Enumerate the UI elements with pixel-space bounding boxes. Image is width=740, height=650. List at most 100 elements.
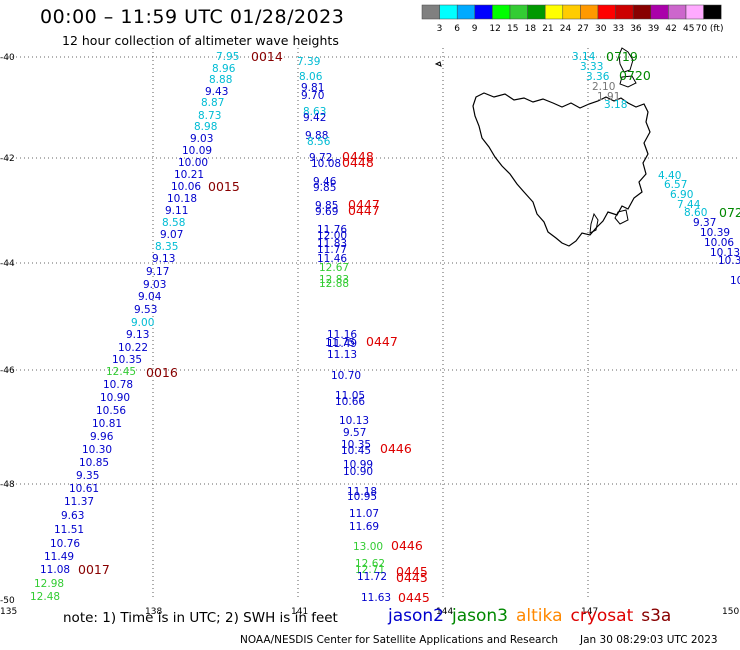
pass-time-label: 0447 (366, 334, 398, 349)
wave-height-value: 9.72 (309, 152, 332, 164)
wave-height-value: 9.85 (315, 200, 338, 212)
colorbar-label: 70 (ft) (696, 24, 724, 34)
legend-jason2: jason2 (388, 606, 444, 626)
wave-height-value: 10.76 (50, 538, 80, 550)
pass-time-label: 0014 (251, 49, 283, 64)
wave-height-value: 9.00 (131, 317, 154, 329)
colorbar-cell (632, 4, 652, 20)
wave-height-value: 11.76 (317, 224, 347, 236)
wave-height-value: 10.18 (167, 193, 197, 205)
wave-height-value: 11.75 (325, 337, 355, 349)
pass-time-label: 0445 (396, 564, 428, 579)
wave-height-value: 12.98 (34, 578, 64, 590)
wave-height-value: 10.35 (341, 439, 371, 451)
wave-height-value: 10.3 (718, 255, 740, 267)
wave-height-value: 9.63 (61, 510, 84, 522)
wave-height-value: 11.77 (317, 244, 347, 256)
wave-height-value: 11.05 (335, 390, 365, 402)
wave-height-value: 9.69 (315, 206, 338, 218)
colorbar-label: 3 (437, 24, 443, 34)
credit-organization: NOAA/NESDIS Center for Satellite Applica… (240, 634, 558, 646)
wave-height-value: 11.72 (357, 571, 387, 583)
wave-height-value: 10.35 (112, 354, 142, 366)
colorbar-label: 9 (472, 24, 478, 34)
wave-height-value: 12.62 (355, 558, 385, 570)
wave-height-value: 8.88 (209, 74, 232, 86)
wave-height-value: 9.53 (134, 304, 157, 316)
colorbar-cell (439, 4, 458, 20)
wave-height-value: 11.49 (44, 551, 74, 563)
wave-height-value: 10.39 (700, 227, 730, 239)
flinders-island (618, 47, 634, 73)
wave-height-value: 9.88 (305, 130, 328, 142)
wave-height-value: 8.96 (212, 63, 236, 75)
wave-height-value: 8.60 (684, 207, 707, 219)
wave-height-value: 10.81 (92, 418, 122, 430)
bruny-island (589, 212, 599, 234)
wave-height-value: 12.45 (106, 366, 136, 378)
longitude-tick: 144 (436, 607, 453, 617)
map-grid (8, 48, 740, 600)
wave-height-value: 9.17 (146, 266, 169, 278)
wave-height-value: 11.13 (327, 349, 357, 361)
wave-height-value: 11.51 (54, 524, 84, 536)
wave-height-value: 8.58 (162, 217, 185, 229)
wave-height-value: 10.09 (182, 145, 212, 157)
wave-height-value: 7.95 (216, 51, 239, 63)
colorbar-label: 33 (613, 24, 624, 34)
wave-height-value: 11.49 (327, 338, 357, 350)
colorbar-cell (685, 4, 704, 20)
king-island-mark (434, 61, 442, 67)
colorbar-cell (456, 4, 476, 20)
wave-height-value: 10.06 (171, 181, 201, 193)
latitude-tick: -50 (0, 596, 15, 606)
wave-height-value: 8.73 (198, 110, 221, 122)
wave-height-value: 9.13 (152, 253, 175, 265)
wave-height-value: 10.99 (343, 459, 373, 471)
wave-height-value: 9.96 (90, 431, 114, 443)
wave-height-value: 8.35 (155, 241, 178, 253)
wave-height-value: 12.83 (319, 274, 349, 286)
wave-height-value: 9.43 (205, 86, 228, 98)
legend-altika: altika (516, 606, 563, 626)
legend-cryosat: cryosat (570, 606, 634, 626)
wave-height-value: 10.21 (174, 169, 204, 181)
wave-height-value: 10. (730, 275, 740, 287)
wave-height-value: 12.48 (30, 591, 60, 603)
colorbar-label: 21 (542, 24, 553, 34)
wave-height-value: 9.46 (313, 176, 337, 188)
wave-height-value: 8.87 (201, 97, 224, 109)
latitude-tick: -42 (0, 154, 15, 164)
wave-height-value: 10.22 (118, 342, 148, 354)
pass-time-label: 0016 (146, 365, 178, 380)
wave-height-value: 10.95 (347, 491, 377, 503)
colorbar-label: 12 (489, 24, 500, 34)
colorbar-label: 6 (454, 24, 460, 34)
colorbar-cell (597, 4, 616, 20)
longitude-tick: 150 (722, 607, 739, 617)
wave-height-value: 10.08 (311, 158, 341, 170)
pass-time-label: 0720 (619, 68, 651, 83)
longitude-tick: 138 (145, 607, 162, 617)
legend-jason3: jason3 (452, 606, 508, 626)
latitude-tick: -44 (0, 259, 15, 269)
wave-height-value: 8.06 (299, 71, 323, 83)
wave-height-value: 3.18 (604, 99, 627, 111)
wave-height-value: 11.46 (317, 253, 347, 265)
wave-height-value: 12.71 (355, 564, 385, 576)
pass-time-label: 0445 (398, 590, 430, 605)
satellite-legend: jason2 jason3 altika cryosat s3a (388, 606, 679, 626)
wave-height-value: 3.33 (580, 61, 603, 73)
colorbar-label: 24 (560, 24, 572, 34)
latitude-tick: -48 (0, 480, 15, 490)
colorbar-label: 27 (577, 24, 588, 34)
wave-height-value: 10.66 (335, 396, 365, 408)
wave-height-value: 12.88 (319, 278, 349, 290)
wave-height-value: 9.70 (301, 90, 324, 102)
wave-height-value: 6.90 (670, 189, 693, 201)
wave-height-labels: 7.958.968.889.438.878.738.989.0310.0910.… (30, 49, 740, 605)
wave-height-value: 11.83 (317, 238, 347, 250)
pass-time-label: 0447 (348, 203, 380, 218)
wave-height-value: 11.08 (40, 564, 70, 576)
wave-height-value: 10.61 (69, 483, 99, 495)
